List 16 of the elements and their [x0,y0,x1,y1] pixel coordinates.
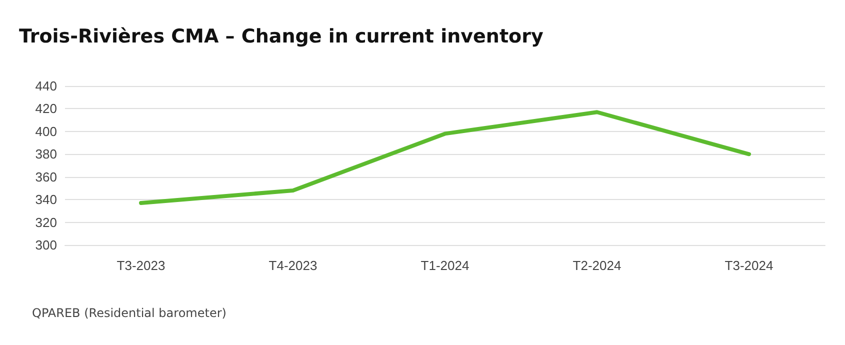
x-tick-label: T1-2024 [420,258,470,273]
y-tick-label: 380 [35,146,57,162]
x-tick-label: T3-2024 [724,258,774,273]
x-tick-label: T3-2023 [116,258,166,273]
y-tick-label: 300 [35,238,57,252]
y-tick-label: 320 [35,214,57,230]
x-tick-label: T2-2024 [572,258,622,273]
y-tick-label: 400 [35,124,57,139]
y-tick-label: 440 [35,78,57,94]
y-tick-label: 360 [35,169,57,184]
y-tick-label: 420 [35,101,57,116]
x-tick-label: T4-2023 [268,258,318,273]
line-series [139,110,751,205]
chart-title: Trois-Rivières CMA – Change in current inventory [19,26,544,48]
text: QPAREB (Residential barometer) [32,306,226,320]
y-tick-label: 340 [35,192,57,208]
